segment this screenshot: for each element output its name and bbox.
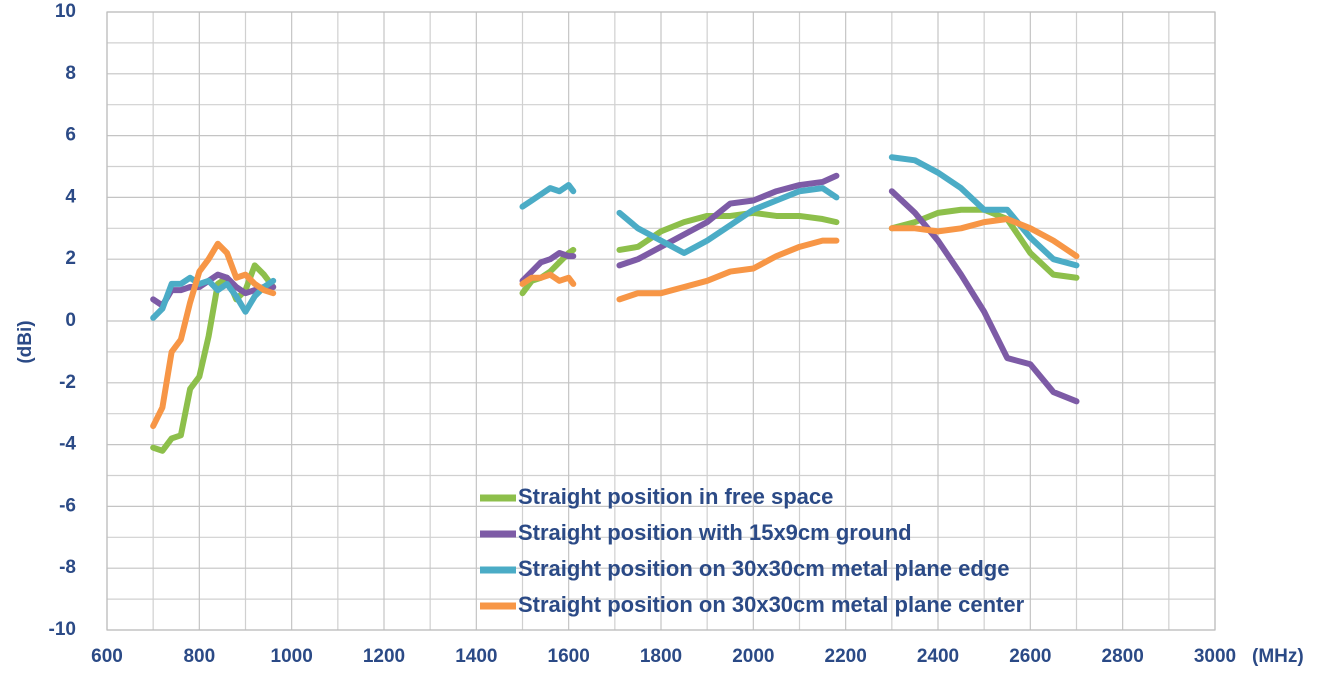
y-tick-label: 8: [65, 63, 76, 84]
x-tick-label: 1200: [363, 646, 405, 667]
y-axis-label: (dBi): [15, 320, 36, 363]
x-tick-label: 3000: [1194, 646, 1236, 667]
y-tick-label: 0: [65, 310, 76, 331]
x-tick-label: 2800: [1102, 646, 1144, 667]
y-tick-label: 6: [65, 125, 76, 146]
x-tick-label: 2000: [732, 646, 774, 667]
x-axis-label: (MHz): [1252, 646, 1304, 667]
series-line: [150, 172, 1080, 405]
x-tick-label: 2400: [917, 646, 959, 667]
y-tick-label: -6: [59, 495, 76, 516]
y-tick-label: -8: [59, 557, 76, 578]
y-tick-label: -2: [59, 372, 76, 393]
series-line: [150, 154, 1080, 321]
legend-label: Straight position in free space: [518, 484, 833, 509]
x-tick-label: 1400: [455, 646, 497, 667]
y-tick-label: 10: [55, 1, 76, 22]
legend-label: Straight position on 30x30cm metal plane…: [518, 592, 1025, 617]
plot-border: [106, 11, 1216, 631]
series-line: [150, 216, 1080, 430]
y-tick-label: -10: [49, 619, 76, 640]
y-tick-label: -4: [59, 434, 76, 455]
x-tick-label: 800: [183, 646, 215, 667]
series-line: [150, 206, 1080, 454]
x-tick-label: 1600: [548, 646, 590, 667]
legend-label: Straight position with 15x9cm ground: [518, 520, 912, 545]
legend-label: Straight position on 30x30cm metal plane…: [518, 556, 1009, 581]
y-tick-label: 4: [65, 186, 76, 207]
x-tick-label: 600: [91, 646, 123, 667]
x-tick-label: 2200: [825, 646, 867, 667]
y-tick-label: 2: [65, 248, 76, 269]
x-tick-label: 2600: [1009, 646, 1051, 667]
x-tick-label: 1000: [271, 646, 313, 667]
x-tick-label: 1800: [640, 646, 682, 667]
